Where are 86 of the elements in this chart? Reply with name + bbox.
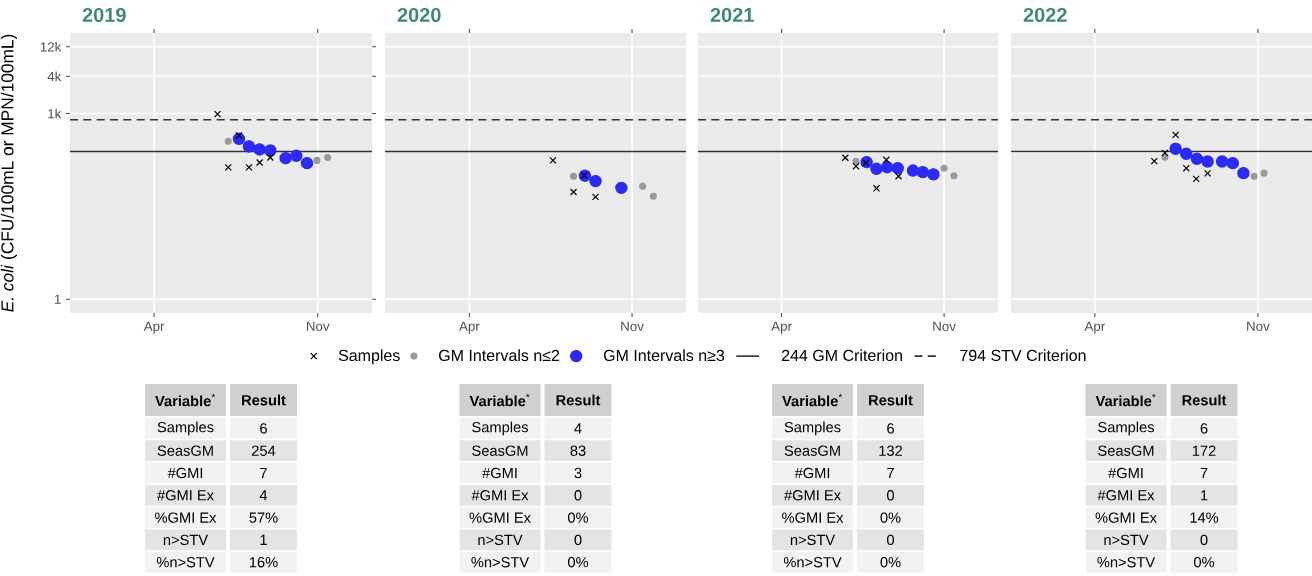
text: #GMI <box>1108 467 1143 479</box>
text: 1 <box>1201 490 1208 501</box>
x-tick-label: Apr <box>459 321 480 334</box>
text: 4 <box>259 490 268 501</box>
legend-label: GM Intervals n≥3 <box>603 349 725 362</box>
text: #GMI <box>794 467 830 479</box>
text: %n>STV <box>471 557 530 568</box>
text: 172 <box>1192 445 1216 456</box>
x-tick-label: Nov <box>306 321 330 331</box>
text: n>STV <box>478 534 523 546</box>
y-tick-label: 1 <box>54 294 61 304</box>
text: %n>STV <box>156 557 215 568</box>
text: Result <box>869 394 913 406</box>
y-tick-label: 1k <box>48 108 62 119</box>
text: 0% <box>880 557 901 568</box>
text: Variable$^{*}$ <box>155 393 216 407</box>
legend-label: Samples <box>338 349 400 365</box>
text: 3 <box>574 467 582 479</box>
text: 57% <box>249 512 278 523</box>
text: 7 <box>260 467 267 479</box>
text: %GMI Ex <box>1095 512 1157 523</box>
legend-label: 244 GM Criterion <box>781 349 902 362</box>
text: 0% <box>567 557 589 568</box>
text: 6 <box>887 423 894 434</box>
text: 0 <box>574 534 582 546</box>
text: #GMI Ex <box>471 490 529 501</box>
text: 83 <box>570 445 586 456</box>
x-tick-label: Nov <box>933 321 956 331</box>
text: Result <box>242 394 286 406</box>
x-tick-label: Apr <box>143 321 165 334</box>
text: 132 <box>879 445 903 456</box>
chart-title: 2020 <box>397 7 441 23</box>
y-tick-label: 4k <box>47 71 62 82</box>
text: 0 <box>887 490 895 501</box>
text: 16% <box>249 557 278 568</box>
text: 1 <box>260 534 267 545</box>
legend-label: GM Intervals n≤2 <box>439 349 560 362</box>
text: 6 <box>1200 423 1208 434</box>
text: SeasGM <box>472 445 528 456</box>
text: #GMI <box>167 467 203 479</box>
text: 4 <box>574 423 582 434</box>
text: Result <box>1182 394 1227 406</box>
chart-title: 2022 <box>1023 7 1067 23</box>
text: 0 <box>1200 534 1208 546</box>
text: #GMI <box>482 467 517 479</box>
text: n>STV <box>790 534 836 546</box>
text: %n>STV <box>783 557 842 568</box>
text: SeasGM <box>1098 445 1154 456</box>
y-tick-label: 12k <box>40 41 62 52</box>
x-tick-label: Nov <box>621 321 644 331</box>
text: Variable$^{*}$ <box>782 393 843 407</box>
text: 254 <box>252 445 276 456</box>
text: Samples <box>157 421 214 436</box>
text: Samples <box>784 421 841 436</box>
text: 0 <box>887 534 895 546</box>
text: %n>STV <box>1097 557 1156 568</box>
legend-label: 794 STV Criterion <box>960 349 1086 362</box>
text: 0% <box>567 512 589 523</box>
text: #GMI Ex <box>1097 490 1155 501</box>
text: Variable$^{*}$ <box>1095 393 1156 407</box>
chart-title: 2019 <box>82 7 126 23</box>
text: 7 <box>887 467 894 479</box>
text: SeasGM <box>157 445 213 456</box>
x-tick-label: Apr <box>771 321 792 334</box>
text: #GMI Ex <box>784 490 841 501</box>
text: %GMI Ex <box>469 512 531 523</box>
text: SeasGM <box>784 445 840 456</box>
x-tick-label: Nov <box>1247 321 1270 331</box>
text: Result <box>556 394 601 406</box>
text: Samples <box>472 421 528 436</box>
text: 6 <box>260 423 267 434</box>
text: 7 <box>1200 467 1208 479</box>
text: Samples <box>1098 421 1154 436</box>
text: 0% <box>880 512 901 523</box>
text: 0% <box>1193 557 1215 568</box>
text: %GMI Ex <box>782 512 844 523</box>
y-axis-title: E. coli (CFU/100mL or MPN/100mL) <box>0 34 17 312</box>
text: %GMI Ex <box>155 512 217 523</box>
text: 14% <box>1190 512 1219 523</box>
chart-title: 2021 <box>710 7 754 23</box>
text: n>STV <box>1104 534 1149 546</box>
text: 0 <box>574 490 582 501</box>
x-tick-label: Apr <box>1084 321 1105 334</box>
text: n>STV <box>163 534 209 546</box>
text: #GMI Ex <box>157 490 214 501</box>
text: Variable$^{*}$ <box>469 393 530 407</box>
